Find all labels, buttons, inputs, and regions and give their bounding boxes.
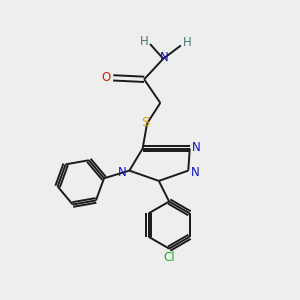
Text: H: H	[182, 36, 191, 49]
Text: H: H	[140, 34, 148, 48]
Text: N: N	[160, 51, 169, 64]
Text: N: N	[190, 167, 199, 179]
Text: O: O	[101, 71, 110, 84]
Text: Cl: Cl	[163, 251, 175, 264]
Text: N: N	[118, 166, 126, 178]
Text: N: N	[192, 141, 201, 154]
Text: S: S	[141, 116, 150, 128]
